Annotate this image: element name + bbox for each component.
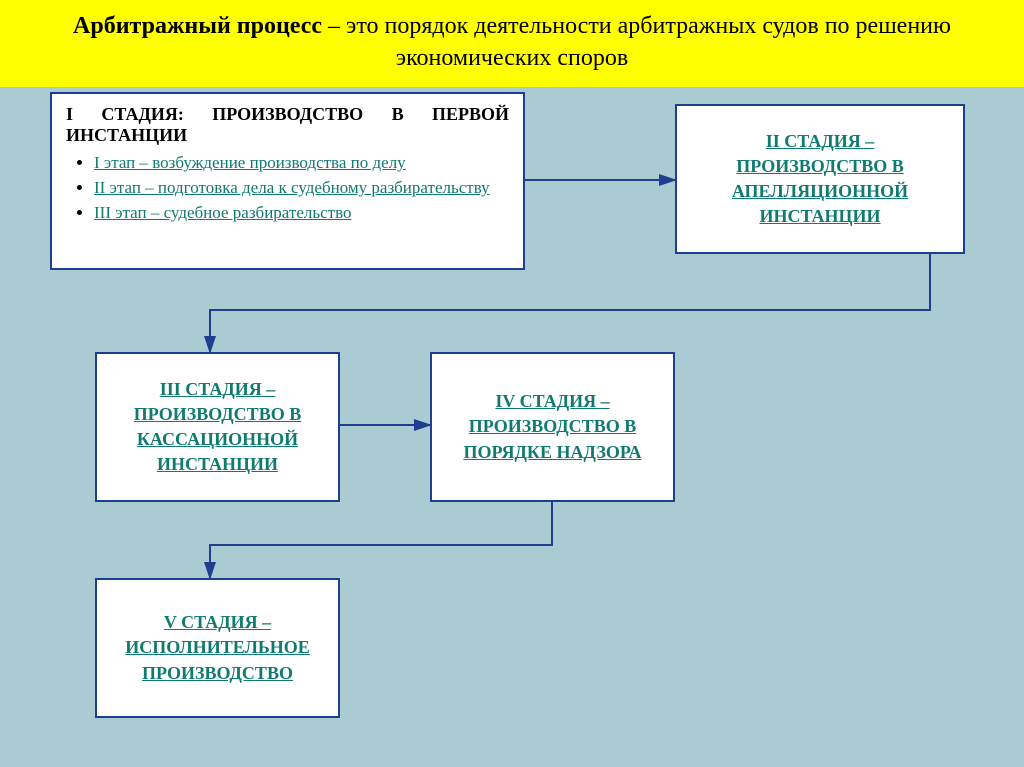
arrow — [210, 502, 552, 578]
page-title: Арбитражный процесс – это порядок деятел… — [0, 0, 1024, 87]
stage-5-box: V СТАДИЯ – ИСПОЛНИТЕЛЬНОЕ ПРОИЗВОДСТВО — [95, 578, 340, 718]
list-item: I этап – возбуждение производства по дел… — [94, 152, 509, 175]
stage-1-item-link[interactable]: II этап – подготовка дела к судебному ра… — [94, 178, 490, 197]
stage-2-link[interactable]: II СТАДИЯ – ПРОИЗВОДСТВО В АПЕЛЛЯЦИОННОЙ… — [691, 129, 949, 230]
stage-1-item-link[interactable]: III этап – судебное разбирательство — [94, 203, 352, 222]
stage-3-box: III СТАДИЯ – ПРОИЗВОДСТВО В КАССАЦИОННОЙ… — [95, 352, 340, 502]
title-rest: – это порядок деятельности арбитражных с… — [322, 13, 951, 71]
stage-1-item-link[interactable]: I этап – возбуждение производства по дел… — [94, 153, 406, 172]
stage-1-list: I этап – возбуждение производства по дел… — [66, 152, 509, 225]
stage-4-link[interactable]: IV СТАДИЯ – ПРОИЗВОДСТВО В ПОРЯДКЕ НАДЗО… — [446, 389, 659, 465]
stage-1-heading: I СТАДИЯ: ПРОИЗВОДСТВО В ПЕРВОЙ ИНСТАНЦИ… — [66, 104, 509, 146]
stage-2-box: II СТАДИЯ – ПРОИЗВОДСТВО В АПЕЛЛЯЦИОННОЙ… — [675, 104, 965, 254]
stage-5-link[interactable]: V СТАДИЯ – ИСПОЛНИТЕЛЬНОЕ ПРОИЗВОДСТВО — [111, 610, 324, 686]
stage-4-box: IV СТАДИЯ – ПРОИЗВОДСТВО В ПОРЯДКЕ НАДЗО… — [430, 352, 675, 502]
list-item: II этап – подготовка дела к судебному ра… — [94, 177, 509, 200]
stage-3-link[interactable]: III СТАДИЯ – ПРОИЗВОДСТВО В КАССАЦИОННОЙ… — [111, 377, 324, 478]
list-item: III этап – судебное разбирательство — [94, 202, 509, 225]
stage-1-box: I СТАДИЯ: ПРОИЗВОДСТВО В ПЕРВОЙ ИНСТАНЦИ… — [50, 92, 525, 270]
title-bold: Арбитражный процесс — [73, 13, 322, 39]
